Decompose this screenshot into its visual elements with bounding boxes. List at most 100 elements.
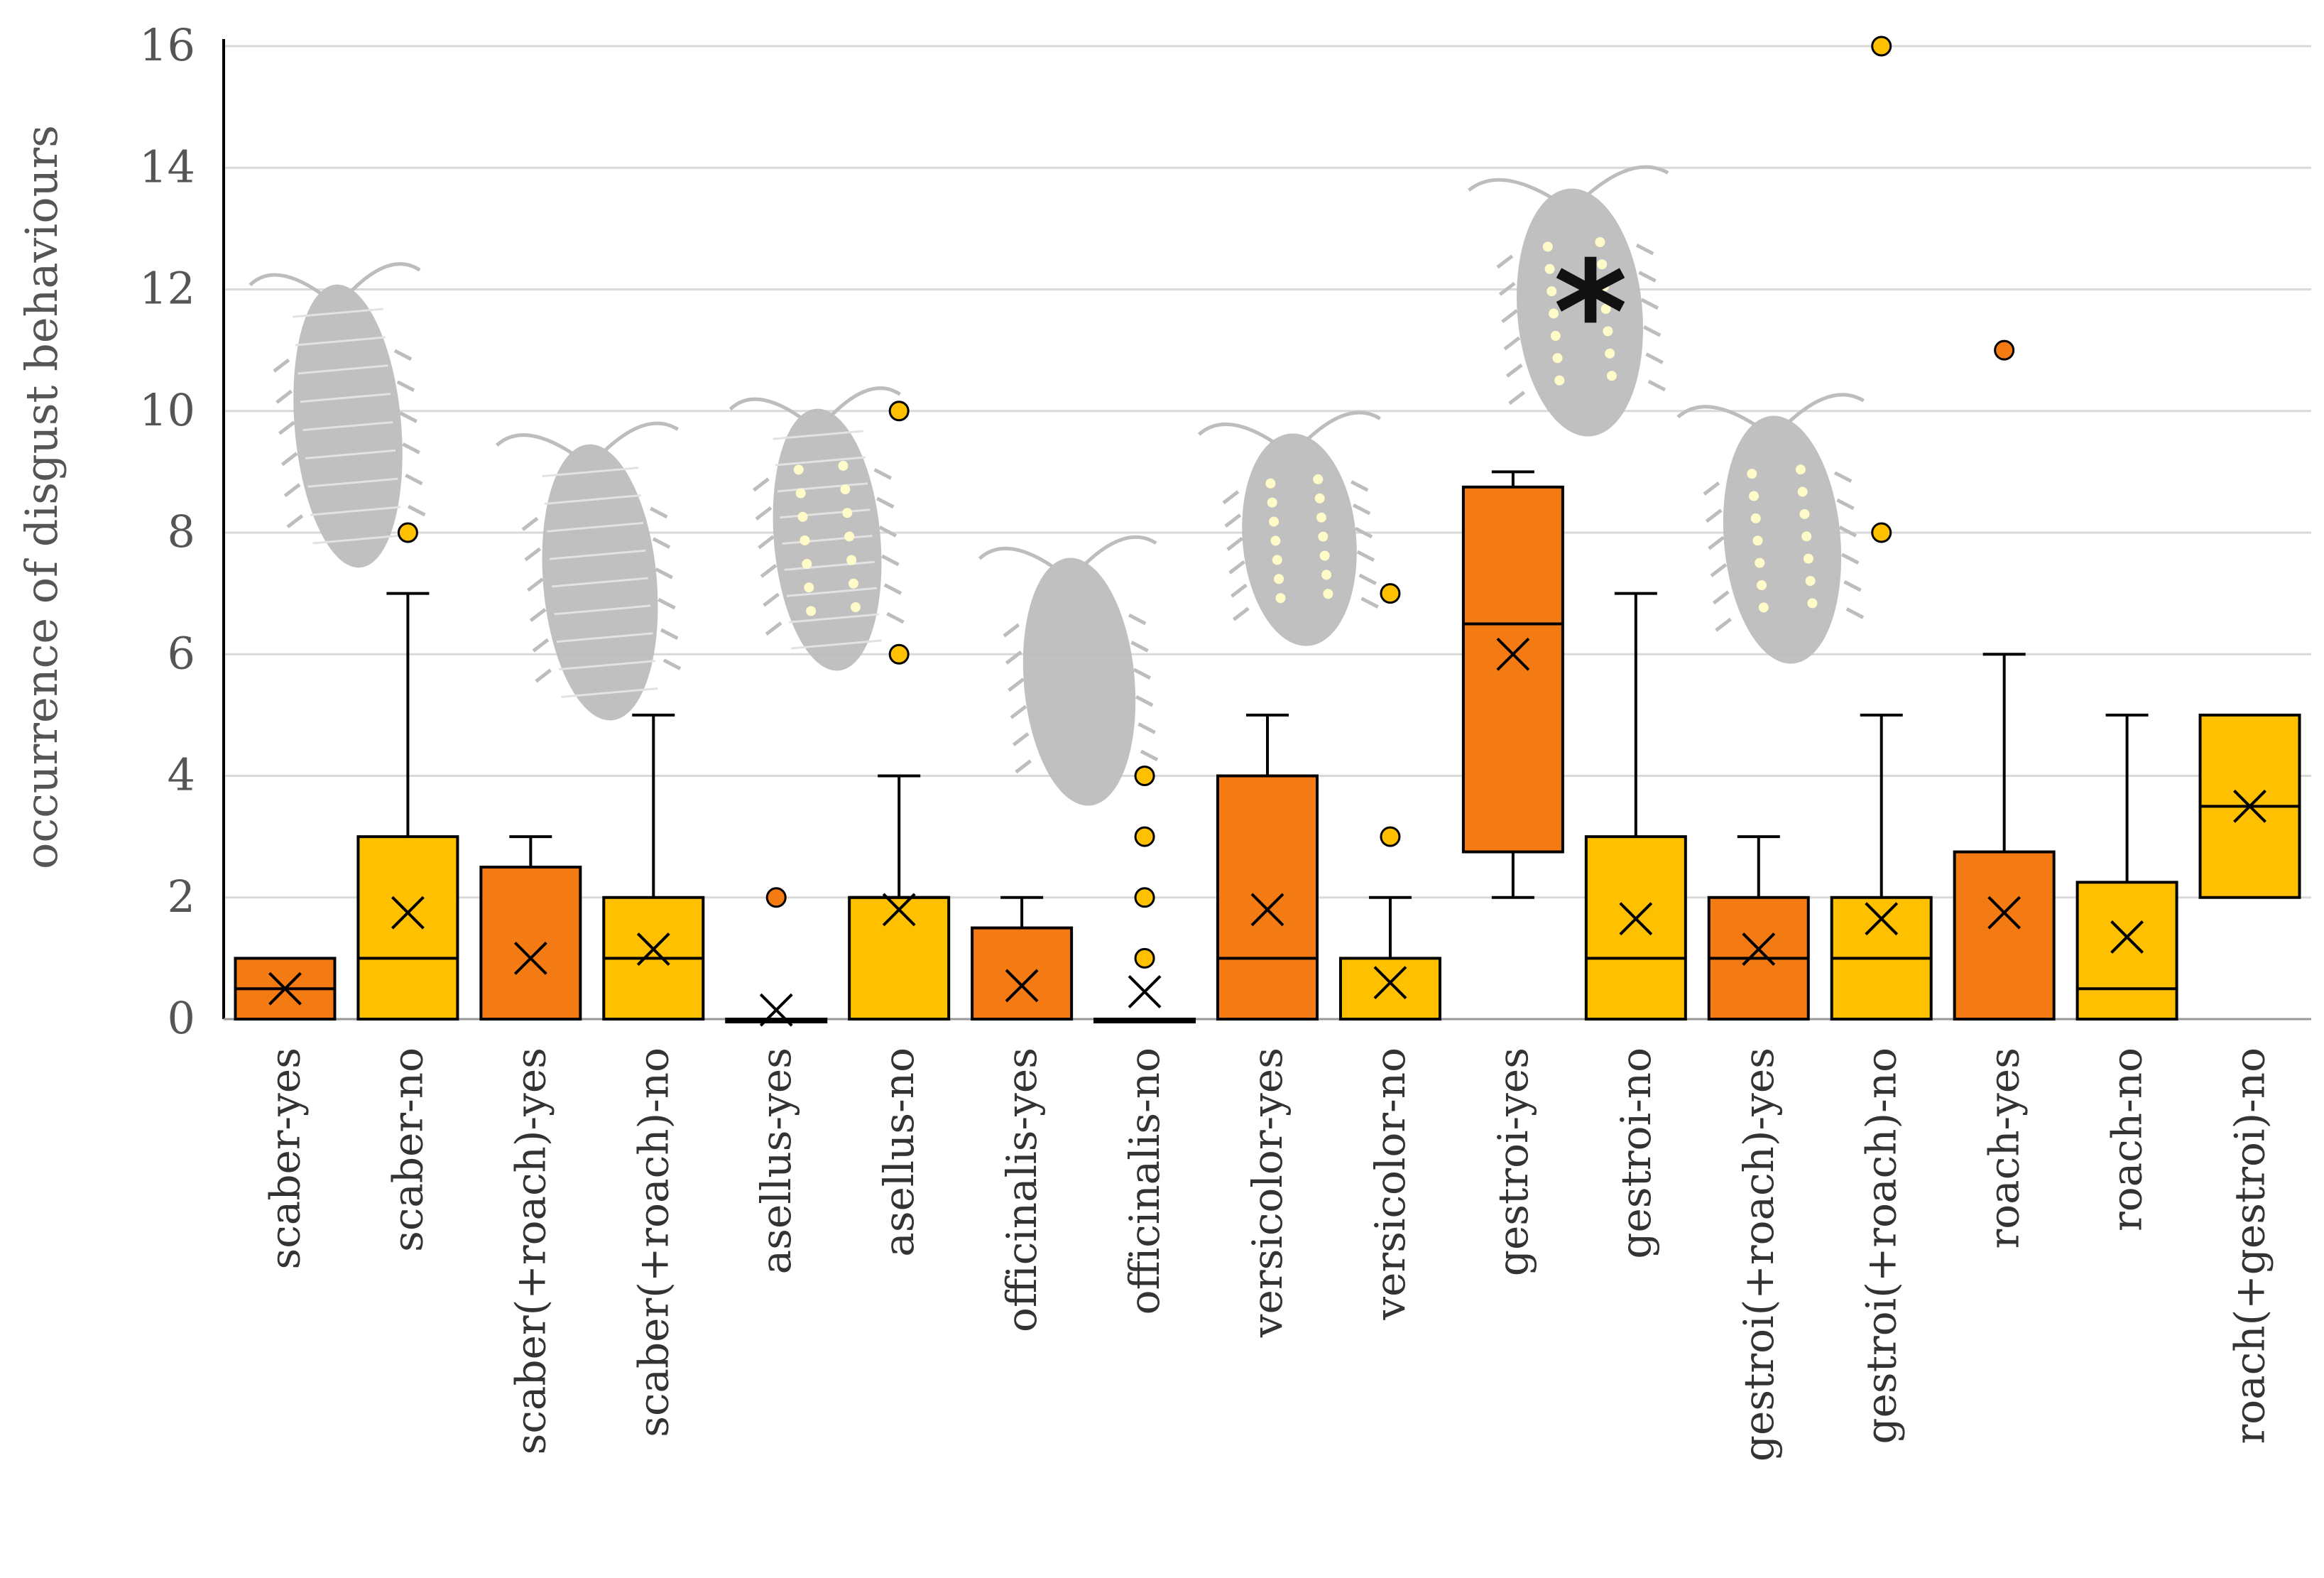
- leg: [1508, 391, 1526, 406]
- leg: [1712, 590, 1730, 605]
- leg: [1503, 336, 1521, 351]
- leg: [1710, 563, 1728, 577]
- leg: [1010, 704, 1027, 719]
- box-gestroi-no: [1584, 592, 1687, 1021]
- dot: [1750, 513, 1761, 523]
- mean-marker: [1128, 975, 1162, 1008]
- dot: [1321, 570, 1332, 580]
- x-tick-label: gestroi-yes: [1489, 1048, 1537, 1276]
- dot: [1595, 236, 1605, 247]
- leg: [1647, 379, 1666, 392]
- leg: [1015, 759, 1032, 774]
- leg: [763, 592, 780, 607]
- leg: [1496, 254, 1514, 269]
- significance-asterisk: *: [1554, 231, 1628, 396]
- leg: [1640, 298, 1659, 310]
- leg: [1358, 573, 1377, 586]
- outlier-point: [1380, 583, 1401, 604]
- dot: [793, 464, 804, 475]
- antenna: [1306, 410, 1381, 441]
- scaber-roach-silhouette-icon: [495, 421, 682, 721]
- segment: [544, 494, 641, 505]
- antenna: [1676, 405, 1756, 426]
- leg: [1012, 732, 1030, 746]
- dot: [1797, 486, 1808, 497]
- dot: [1323, 589, 1333, 599]
- dot: [1752, 535, 1763, 546]
- box-versicolor-no: [1338, 583, 1441, 1021]
- leg: [1836, 498, 1855, 511]
- leg: [524, 547, 542, 562]
- leg: [1715, 617, 1732, 632]
- leg: [1133, 668, 1152, 680]
- x-tick-label: scaber-yes: [261, 1048, 309, 1269]
- scaber-silhouette-icon: [249, 262, 426, 568]
- outlier-point: [1871, 36, 1892, 57]
- antenna: [1197, 422, 1275, 444]
- dot: [802, 559, 812, 570]
- leg: [1501, 309, 1518, 324]
- dot: [1269, 516, 1280, 527]
- dot: [1542, 241, 1553, 252]
- segment: [782, 534, 873, 545]
- dot: [850, 602, 861, 612]
- dot: [1549, 308, 1559, 319]
- mean-marker: [513, 941, 547, 975]
- dot: [842, 508, 853, 518]
- segment: [789, 613, 880, 624]
- x-tick-label: roach-yes: [1980, 1048, 2029, 1249]
- leg: [1845, 607, 1865, 619]
- leg: [1228, 560, 1245, 575]
- dot: [797, 511, 808, 522]
- leg: [1838, 526, 1857, 538]
- box-iqr: [1584, 835, 1687, 1021]
- antenna: [1084, 535, 1157, 565]
- segment: [312, 534, 403, 545]
- box-officinalis-yes: [971, 896, 1074, 1021]
- leg: [753, 477, 770, 492]
- x-tick-label: roach-no: [2103, 1048, 2151, 1231]
- dot: [1801, 531, 1812, 542]
- leg: [873, 468, 892, 480]
- segment: [298, 364, 388, 375]
- x-tick-label: gestroi(+roach)-yes: [1735, 1048, 1783, 1462]
- dot: [1270, 535, 1281, 546]
- dot: [800, 535, 810, 545]
- box-iqr: [971, 926, 1074, 1021]
- leg: [1843, 579, 1862, 592]
- leg: [1705, 508, 1723, 523]
- dot: [1265, 478, 1276, 489]
- segment: [300, 393, 391, 403]
- mean-marker: [268, 972, 302, 1006]
- segment: [786, 587, 878, 597]
- dot: [1318, 531, 1329, 542]
- dot: [795, 488, 806, 499]
- segment: [302, 420, 393, 432]
- leg: [1354, 526, 1373, 539]
- box-roach-no: [2075, 713, 2178, 1021]
- segment: [295, 336, 386, 347]
- x-tick-label: roach(+gestroi)-no: [2226, 1048, 2274, 1444]
- leg: [1708, 535, 1725, 550]
- segment: [777, 482, 868, 493]
- dot: [1803, 553, 1813, 564]
- leg: [650, 506, 668, 519]
- leg: [658, 597, 676, 610]
- outlier-point: [397, 522, 418, 543]
- dot: [1747, 469, 1757, 479]
- dot: [1757, 580, 1767, 591]
- box-officinalis-no: [1093, 766, 1196, 1023]
- dot: [840, 484, 851, 495]
- leg: [1642, 325, 1662, 337]
- leg: [660, 628, 679, 641]
- segment: [293, 308, 383, 318]
- box-iqr: [356, 835, 459, 1021]
- leg: [883, 583, 902, 595]
- dot: [1795, 464, 1806, 475]
- dot: [1316, 512, 1326, 523]
- leg: [1130, 641, 1149, 653]
- leg: [1003, 623, 1020, 638]
- antenna: [1587, 165, 1669, 196]
- dot: [1274, 574, 1284, 584]
